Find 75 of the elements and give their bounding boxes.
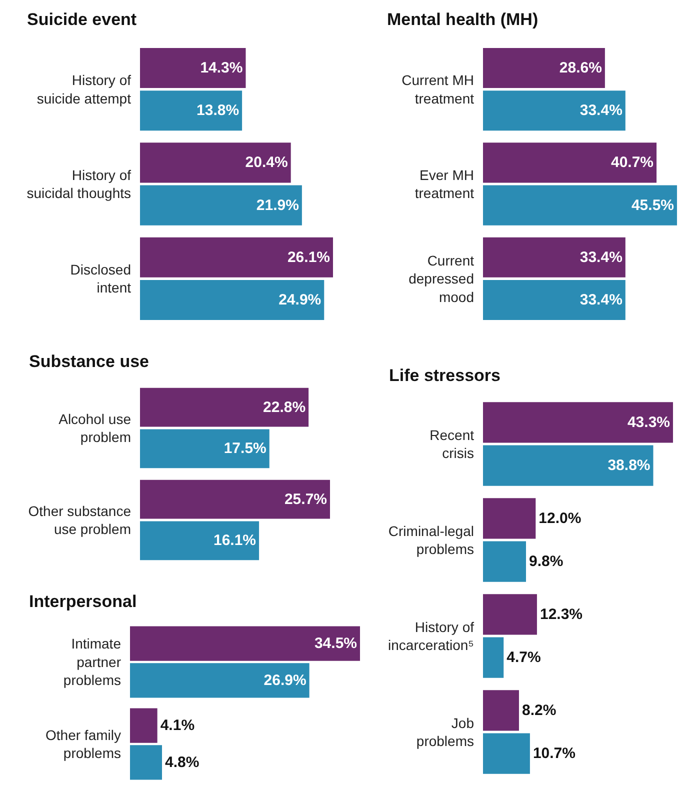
- chart-title: Mental health (MH): [387, 10, 538, 29]
- data-label: 12.0%: [538, 510, 582, 527]
- bar: [483, 541, 526, 582]
- data-label: 43.3%: [627, 414, 670, 431]
- bar: [483, 90, 626, 131]
- data-label: 16.1%: [213, 532, 256, 550]
- chart-title: Life stressors: [389, 366, 500, 385]
- data-label: 22.8%: [263, 398, 306, 416]
- y-tick-label: Criminal-legal problems: [388, 522, 474, 557]
- y-tick-label: Current MH treatment: [402, 72, 474, 106]
- bar: [483, 690, 519, 731]
- data-label: 4.8%: [165, 754, 200, 771]
- bar: [483, 402, 673, 443]
- y-tick-label: History of suicidal thoughts: [26, 166, 132, 201]
- data-label: 33.4%: [580, 102, 622, 120]
- data-label: 40.7%: [610, 154, 654, 172]
- data-label: 33.4%: [580, 291, 622, 308]
- data-label: 34.5%: [314, 635, 357, 652]
- bar: [130, 626, 360, 661]
- bar: [130, 708, 158, 743]
- data-label: 33.4%: [580, 248, 622, 266]
- data-label: 45.5%: [631, 196, 674, 214]
- data-label: 9.8%: [529, 553, 564, 570]
- bar: [140, 521, 260, 560]
- bar: [140, 388, 309, 427]
- data-label: 13.8%: [196, 102, 240, 120]
- data-label: 8.2%: [522, 702, 556, 719]
- bar: [140, 48, 246, 88]
- y-tick-label: Other family problems: [46, 726, 121, 761]
- chart-title: Interpersonal: [29, 592, 137, 611]
- data-label: 14.3%: [200, 60, 243, 77]
- chart-title: Suicide event: [27, 10, 137, 29]
- bar: [130, 663, 310, 698]
- y-tick-label: Current depressed mood: [408, 252, 474, 305]
- bar: [483, 594, 537, 635]
- y-tick-label: Disclosed intent: [70, 261, 132, 296]
- data-label: 20.4%: [245, 154, 288, 172]
- bar: [483, 185, 677, 226]
- bar: [140, 90, 242, 131]
- data-label: 10.7%: [532, 745, 576, 762]
- bar: [140, 237, 333, 278]
- data-label: 12.3%: [540, 606, 583, 623]
- bar: [483, 237, 626, 278]
- data-label: 25.7%: [284, 490, 327, 508]
- bar: [483, 48, 605, 88]
- y-tick-label: History of incarceration⁵: [388, 618, 474, 653]
- y-tick-label: Job problems: [416, 714, 474, 749]
- data-label: 26.9%: [264, 672, 306, 689]
- data-label: 4.1%: [160, 717, 195, 734]
- bar: [483, 498, 536, 539]
- data-label: 21.9%: [256, 196, 299, 214]
- data-label: 28.6%: [559, 60, 602, 77]
- bar: [140, 185, 302, 226]
- bar: [483, 637, 504, 678]
- data-label: 4.7%: [506, 649, 541, 666]
- bar: [140, 142, 291, 183]
- bar: [140, 480, 330, 519]
- y-tick-label: Recent crisis: [430, 426, 474, 461]
- data-label: 38.8%: [608, 457, 650, 474]
- y-tick-label: Alcohol use problem: [58, 410, 132, 445]
- y-tick-label: Ever MH treatment: [414, 166, 474, 201]
- y-tick-label: Intimate partner problems: [63, 636, 122, 688]
- bar: [130, 745, 162, 780]
- chart-title: Substance use: [29, 352, 149, 371]
- data-label: 17.5%: [224, 440, 266, 458]
- y-tick-label: Other substance use problem: [28, 502, 132, 537]
- y-tick-label: History of suicide attempt: [36, 72, 132, 106]
- bar: [483, 445, 654, 486]
- bar: [483, 280, 626, 320]
- data-label: 24.9%: [278, 291, 322, 308]
- bar: [483, 142, 657, 183]
- bar: [140, 280, 324, 320]
- bar: [483, 733, 530, 774]
- bar: [140, 429, 270, 468]
- data-label: 26.1%: [287, 248, 330, 266]
